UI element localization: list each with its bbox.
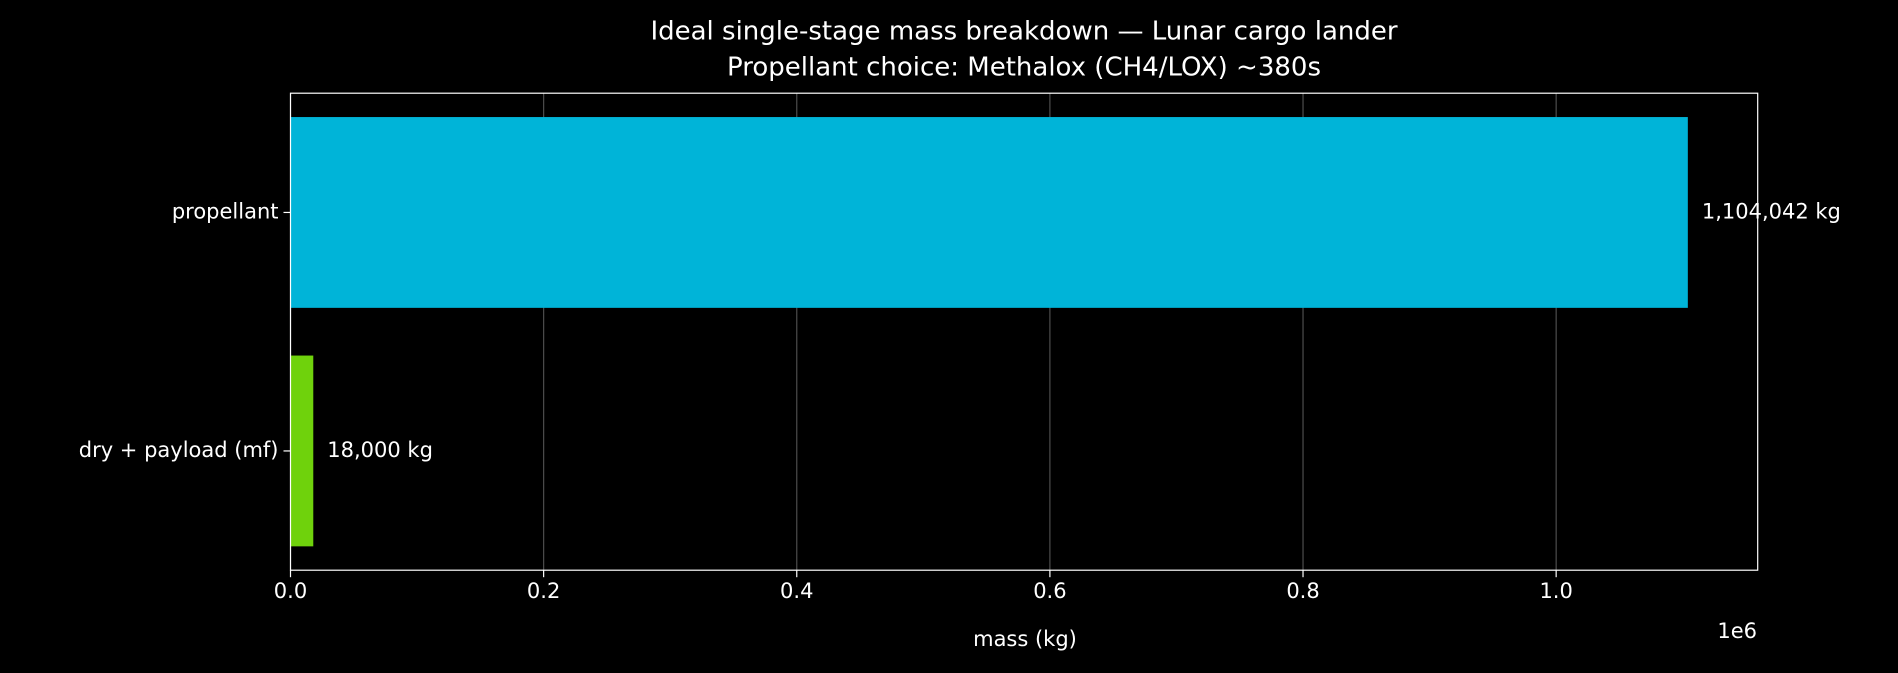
x-tick-label: 0.2 (527, 579, 560, 603)
bar (290, 355, 314, 547)
plot-frame (289, 92, 1759, 571)
y-tick-label: dry + payload (mf) (79, 438, 279, 462)
x-tick-label: 0.4 (780, 579, 813, 603)
value-label: 18,000 kg (327, 438, 433, 462)
x-tick-label: 0.0 (274, 579, 307, 603)
value-label: 1,104,042 kg (1702, 199, 1841, 223)
x-offset-label: 1e6 (1717, 619, 1757, 643)
x-tick-label: 0.6 (1033, 579, 1066, 603)
chart-subtitle: Propellant choice: Methalox (CH4/LOX) ~3… (727, 53, 1321, 83)
x-tick-label: 0.8 (1286, 579, 1319, 603)
chart-title: Ideal single-stage mass breakdown — Luna… (650, 17, 1397, 47)
x-axis-label: mass (kg) (973, 627, 1077, 651)
x-tick-label: 1.0 (1539, 579, 1572, 603)
y-tick-label: propellant (172, 199, 279, 223)
bar (290, 117, 1688, 308)
